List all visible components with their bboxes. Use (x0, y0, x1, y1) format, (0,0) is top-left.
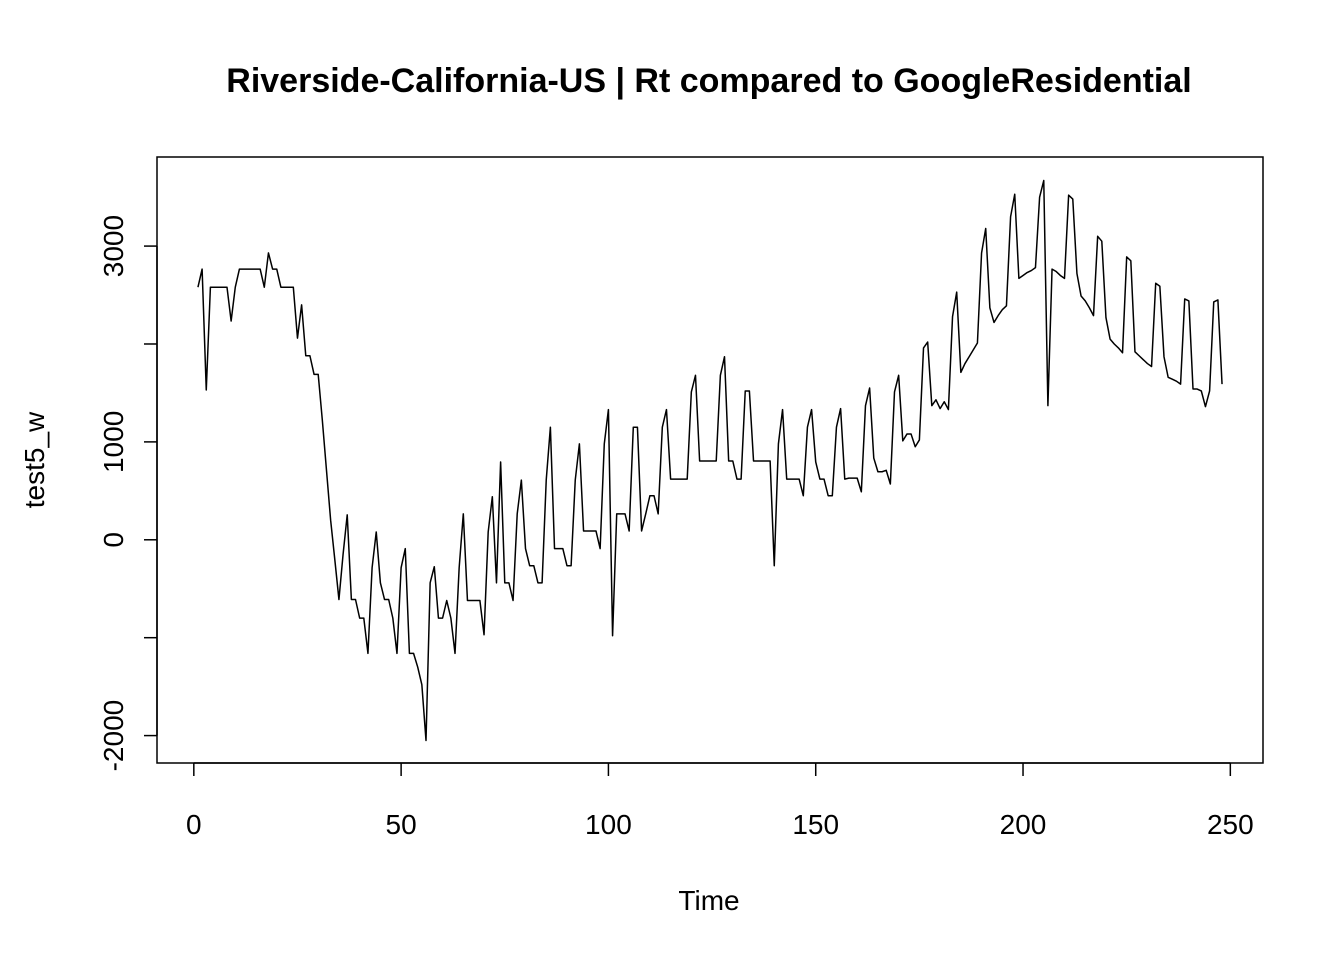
x-tick-label: 100 (585, 809, 632, 840)
x-tick-label: 150 (792, 809, 839, 840)
y-tick-label: 0 (98, 532, 129, 548)
series-line (197, 179, 1223, 742)
x-tick-label: 200 (1000, 809, 1047, 840)
x-tick-label: 50 (386, 809, 417, 840)
chart-title: Riverside-California-US | Rt compared to… (226, 62, 1191, 100)
y-tick-label: -2000 (98, 700, 129, 772)
y-tick-label: 3000 (98, 215, 129, 277)
y-tick-label: 1000 (98, 411, 129, 473)
x-tick-label: 250 (1207, 809, 1254, 840)
x-axis-label: Time (678, 885, 739, 916)
x-tick-label: 0 (186, 809, 202, 840)
y-axis-label: test5_w (19, 411, 50, 508)
